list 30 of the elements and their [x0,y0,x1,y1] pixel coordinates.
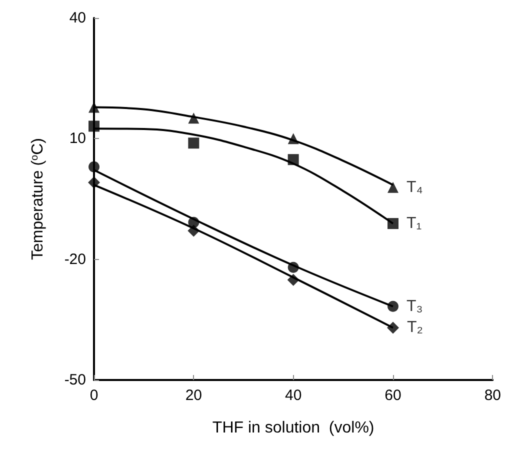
y-tick-label: -50 [64,372,86,388]
point [88,176,100,189]
series-label: T₄ [406,178,423,196]
x-tick-label: 80 [484,387,501,404]
point [188,224,200,237]
point [288,154,299,166]
point [188,138,200,149]
point [188,112,200,124]
x-tick-label: 60 [384,387,402,404]
series-label: T₁ [406,215,422,232]
point [386,322,399,334]
y-axis-title: Temperature (oC) [30,138,46,260]
point [88,161,100,172]
y-tick-label: 40 [69,10,86,26]
point [288,262,299,273]
point [387,182,398,193]
point [288,133,299,144]
y-tick-label: -20 [64,250,86,268]
point [88,120,100,132]
point [188,216,200,228]
series-label: T₂ [406,319,423,336]
point [388,300,398,312]
x-tick-label: 40 [284,387,302,404]
point [387,218,398,230]
y-tick-label: 10 [69,130,86,148]
x-tick-label: 20 [185,387,202,404]
series-label: T₃ [406,298,423,315]
point [287,274,300,286]
x-tick-label: 0 [90,387,98,404]
x-axis-title: THF in solution (vol%) [212,420,374,436]
